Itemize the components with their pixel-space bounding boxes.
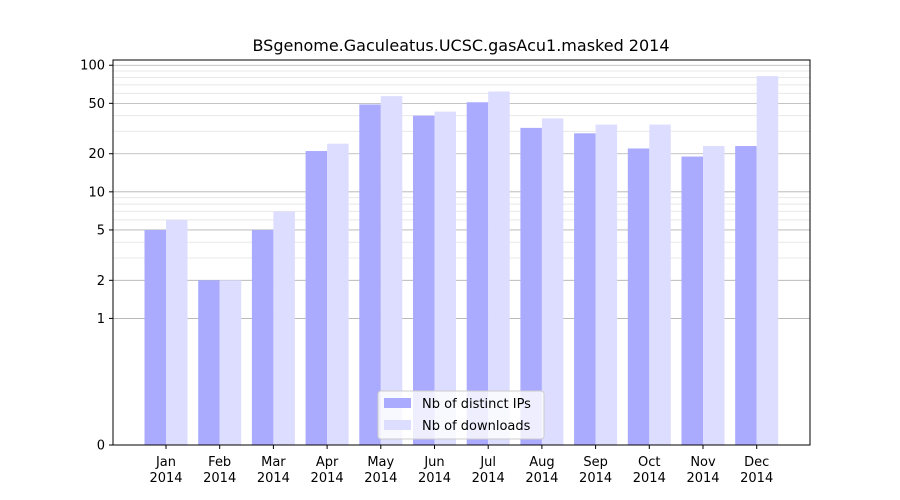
bar-distinct-ips-4 — [305, 151, 328, 445]
x-tick-label: Nov 2014 — [686, 455, 719, 486]
y-tick-label: 50 — [88, 97, 105, 112]
y-axis: 0 1 2 5 10 20 50 100 — [80, 59, 113, 454]
bar-downloads-4 — [327, 143, 349, 445]
x-tick-label: Jul 2014 — [472, 455, 505, 486]
y-tick-label: 10 — [88, 185, 105, 200]
bar-distinct-ips-9 — [574, 133, 596, 445]
plot-frame — [112, 59, 811, 446]
bar-downloads-3 — [273, 211, 295, 445]
y-tick-label: 20 — [88, 147, 105, 162]
bar-distinct-ips-6 — [413, 115, 435, 445]
y-tick-label: 100 — [80, 59, 105, 74]
legend: Nb of distinct IPs Nb of downloads — [377, 390, 545, 440]
bar-distinct-ips-12 — [735, 146, 757, 445]
x-tick-label: Aug 2014 — [525, 455, 558, 486]
bar-distinct-ips-2 — [198, 280, 220, 445]
x-axis: Jan 2014 Feb 2014 Mar 2014 Apr 2014 May 2014 Jun 20… — [149, 445, 773, 486]
legend-swatch-downloads — [384, 420, 411, 430]
y-tick-label: 2 — [97, 274, 105, 289]
bar-distinct-ips-3 — [251, 229, 274, 445]
legend-label-downloads: Nb of downloads — [422, 419, 531, 434]
legend-swatch-distinct-ips — [384, 398, 411, 408]
bar-downloads-11 — [703, 146, 725, 445]
x-tick-label: Apr 2014 — [311, 455, 344, 486]
bar-distinct-ips-11 — [681, 156, 703, 446]
bar-distinct-ips-7 — [466, 102, 489, 445]
bar-downloads-6 — [434, 111, 456, 445]
bar-downloads-7 — [488, 91, 510, 445]
x-tick-label: May 2014 — [364, 455, 397, 486]
legend-box — [377, 390, 545, 440]
bar-distinct-ips-5 — [359, 104, 381, 445]
bar-downloads-1 — [166, 219, 188, 445]
x-tick-label: Dec 2014 — [740, 455, 773, 486]
x-tick-label: Mar 2014 — [257, 455, 290, 486]
bar-downloads-9 — [595, 124, 618, 445]
x-tick-label: Jun 2014 — [418, 455, 451, 486]
bars — [144, 76, 779, 446]
x-tick-label: Oct 2014 — [633, 455, 666, 486]
chart-title: BSgenome.Gaculeatus.UCSC.gasAcu1.masked … — [252, 36, 669, 55]
y-tick-label: 0 — [97, 439, 105, 454]
legend-label-distinct-ips: Nb of distinct IPs — [422, 397, 531, 412]
y-tick-label: 5 — [97, 223, 105, 238]
bar-downloads-5 — [380, 96, 403, 446]
bar-downloads-8 — [541, 118, 564, 445]
bar-distinct-ips-1 — [144, 229, 166, 445]
bar-distinct-ips-8 — [520, 127, 542, 445]
bar-downloads-10 — [649, 124, 671, 445]
x-tick-label: Sep 2014 — [579, 455, 612, 486]
x-tick-label: Jan 2014 — [149, 455, 182, 486]
bar-downloads-12 — [756, 76, 779, 446]
bar-downloads-2 — [219, 280, 242, 445]
x-tick-label: Feb 2014 — [203, 455, 236, 486]
y-tick-label: 1 — [97, 312, 105, 327]
bar-distinct-ips-10 — [627, 148, 650, 445]
